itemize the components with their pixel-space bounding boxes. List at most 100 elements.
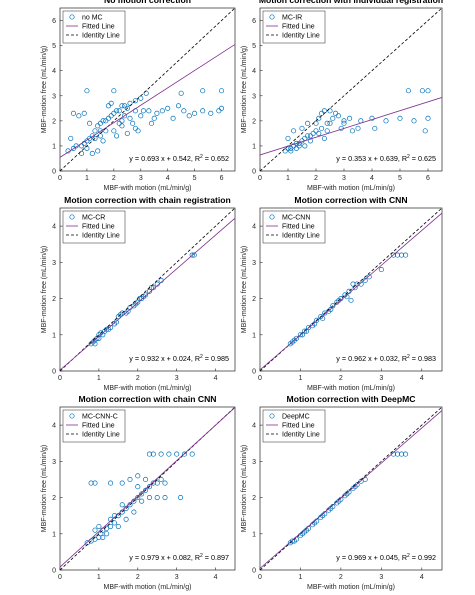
y-tick-label: 1: [252, 332, 256, 339]
data-point: [70, 145, 77, 151]
x-axis-label: MBF-with motion (mL/min/g): [307, 385, 395, 392]
legend-box: [262, 409, 326, 443]
data-point: [119, 103, 125, 109]
data-point: [425, 115, 431, 121]
chart-panel: Motion correction with DeepMC 0 1 2 3 4 0 1 2 3 4 M…: [241, 394, 443, 591]
y-tick-label: 0: [52, 169, 56, 176]
data-point: [131, 509, 137, 515]
x-tick-label: 2: [339, 574, 343, 581]
data-point: [113, 133, 120, 139]
data-point: [141, 294, 147, 300]
x-axis-label: MBF-with motion (mL/min/g): [104, 584, 192, 591]
fit-equation: y = 0.353 x + 0.639, R2 = 0.625: [336, 154, 436, 163]
data-point: [87, 120, 93, 126]
data-point: [70, 110, 77, 116]
plot-area: [260, 208, 442, 371]
legend-marker-points: [269, 413, 275, 419]
x-tick-label: 2: [136, 375, 140, 382]
data-point: [95, 148, 101, 154]
fitted-line: [60, 407, 235, 568]
data-point: [88, 480, 94, 486]
data-point: [305, 133, 311, 139]
x-tick-label: 4: [420, 375, 424, 382]
data-point: [397, 115, 403, 121]
data-point: [100, 534, 106, 540]
y-tick-label: 1: [52, 531, 56, 538]
x-tick-label: 2: [339, 375, 343, 382]
data-point: [122, 113, 128, 119]
data-point: [319, 110, 325, 116]
data-point: [97, 120, 103, 126]
data-point: [154, 480, 160, 486]
data-point: [411, 118, 417, 124]
data-point: [162, 480, 168, 486]
fit-equation: y = 0.969 x + 0.045, R2 = 0.992: [336, 553, 436, 562]
data-point: [113, 319, 119, 325]
y-axis-label: MBF-motion free (mL/min/g): [41, 445, 48, 533]
data-point: [111, 128, 117, 134]
x-axis-label: MBF-with motion (mL/min/g): [307, 185, 395, 192]
data-point: [394, 252, 401, 258]
data-point: [366, 274, 372, 280]
data-point: [139, 491, 145, 497]
data-point: [150, 451, 156, 457]
data-point: [327, 108, 333, 114]
data-point: [293, 140, 299, 146]
data-point: [105, 103, 112, 109]
data-point: [124, 130, 130, 136]
legend-label: Fitted Line: [282, 423, 315, 430]
data-point: [327, 120, 333, 126]
data-point: [108, 480, 114, 486]
data-point: [151, 115, 157, 121]
data-point: [158, 476, 164, 482]
data-point: [97, 133, 103, 139]
x-tick-label: 6: [220, 175, 224, 182]
y-axis-label: MBF-motion free (mL/min/g): [41, 246, 48, 334]
plot-area: [260, 8, 442, 171]
axes-box: [259, 207, 443, 372]
data-point: [399, 252, 405, 258]
x-tick-label: 4: [214, 375, 218, 382]
y-tick-label: 3: [252, 260, 256, 267]
x-tick-label: 6: [426, 175, 430, 182]
data-point: [322, 310, 328, 316]
data-point: [307, 133, 313, 139]
y-tick-label: 3: [52, 93, 56, 100]
data-point: [362, 277, 368, 283]
chart-title: Motion correction with chain CNN: [79, 394, 217, 404]
legend-marker-points: [269, 14, 275, 20]
y-tick-label: 4: [252, 423, 256, 430]
data-point: [341, 118, 347, 124]
data-point: [127, 476, 133, 482]
data-point: [130, 120, 136, 126]
chart-title: Motion correction with individual regist…: [259, 0, 443, 5]
data-point: [425, 88, 431, 94]
x-tick-label: 4: [420, 574, 424, 581]
data-point: [111, 88, 117, 94]
data-point: [127, 115, 133, 121]
x-tick-label: 3: [379, 574, 383, 581]
y-tick-label: 3: [252, 459, 256, 466]
data-point: [146, 108, 152, 114]
fitted-line: [60, 44, 235, 158]
data-point: [333, 110, 339, 116]
data-point: [111, 110, 117, 116]
data-point: [324, 120, 330, 126]
data-point: [138, 113, 144, 119]
data-point: [154, 110, 160, 116]
fit-equation: y = 0.693 x + 0.542, R2 = 0.652: [129, 154, 229, 163]
x-tick-label: 3: [342, 175, 346, 182]
data-point: [288, 148, 294, 154]
y-tick-label: 2: [252, 495, 256, 502]
y-tick-label: 0: [252, 369, 256, 376]
data-point: [293, 145, 299, 151]
y-tick-label: 3: [252, 93, 256, 100]
data-point: [347, 115, 353, 121]
chart-panel: Motion correction with CNN 0 1 2 3 4 0 1 2 3 4 MBF-…: [241, 195, 443, 392]
data-point: [282, 148, 288, 154]
legend-label: Fitted Line: [282, 24, 315, 31]
data-point: [140, 108, 147, 114]
data-point: [116, 120, 122, 126]
y-tick-label: 2: [52, 495, 56, 502]
data-point: [288, 145, 294, 151]
